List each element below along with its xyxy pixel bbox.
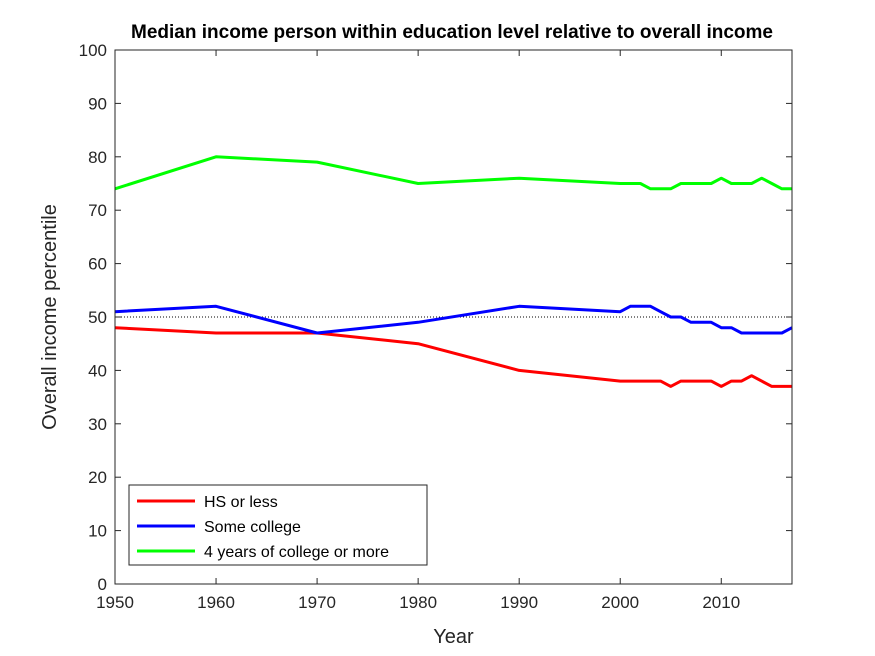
series-2: [114, 155, 792, 191]
y-tick-label: 10: [88, 522, 107, 541]
series-layer: [114, 155, 793, 388]
y-tick-label: 70: [88, 201, 107, 220]
series-0: [114, 326, 792, 388]
y-tick-label: 60: [88, 255, 107, 274]
series-line: [114, 326, 792, 388]
y-tick-label: 90: [88, 94, 107, 113]
y-axis-ticks: 0 10 20 30 40 50 60 70 80 90 100: [79, 41, 792, 594]
x-axis-ticks: 1950 1960 1970 1980 1990 2000 2010: [96, 50, 740, 612]
x-tick-label: 2010: [702, 593, 740, 612]
legend: HS or less Some college 4 years of college…: [128, 484, 428, 566]
x-tick-label: 1970: [298, 593, 336, 612]
y-axis-label: Overall income percentile: [39, 204, 61, 430]
y-tick-label: 100: [79, 41, 107, 60]
y-tick-label: 30: [88, 415, 107, 434]
legend-entry-label: Some college: [204, 519, 301, 536]
x-tick-label: 2000: [601, 593, 639, 612]
legend-entry-label: 4 years of college or more: [204, 544, 389, 561]
x-axis-label: Year: [433, 626, 474, 648]
y-tick-label: 80: [88, 148, 107, 167]
y-tick-label: 20: [88, 468, 107, 487]
y-tick-label: 50: [88, 308, 107, 327]
series-line: [114, 304, 793, 335]
y-tick-label: 0: [98, 575, 107, 594]
series-line: [114, 155, 792, 191]
x-tick-label: 1960: [197, 593, 235, 612]
y-tick-label: 40: [88, 361, 107, 380]
chart-title: Median income person within education le…: [131, 22, 773, 43]
x-tick-label: 1990: [500, 593, 538, 612]
legend-entry-label: HS or less: [204, 494, 278, 511]
series-1: [114, 304, 793, 335]
x-tick-label: 1950: [96, 593, 134, 612]
x-tick-label: 1980: [399, 593, 437, 612]
